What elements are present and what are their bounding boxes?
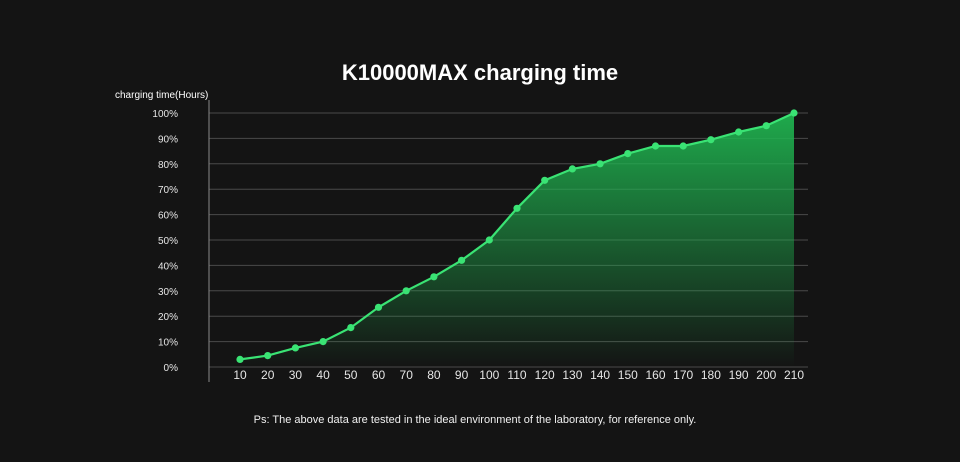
x-tick-label: 150: [618, 368, 638, 382]
x-tick-label: 110: [507, 368, 526, 382]
y-ticks: 0% 10% 20% 30% 40% 50% 60% 70% 80% 90% 100%: [152, 109, 178, 374]
x-tick-label: 130: [562, 368, 582, 382]
x-tick-label: 70: [400, 368, 414, 382]
data-point: [513, 204, 521, 212]
y-tick-label: 70%: [158, 185, 178, 196]
x-tick-label: 60: [372, 368, 386, 382]
y-tick-label: 90%: [158, 134, 178, 145]
y-tick-label: 80%: [158, 160, 178, 171]
data-point: [735, 128, 743, 136]
data-point: [319, 338, 327, 346]
y-tick-label: 100%: [152, 109, 178, 120]
data-point: [790, 109, 798, 117]
x-tick-label: 10: [233, 368, 247, 382]
y-tick-label: 50%: [158, 236, 178, 247]
data-point: [679, 142, 687, 150]
data-point: [347, 324, 355, 332]
x-tick-label: 160: [645, 368, 665, 382]
y-tick-label: 20%: [158, 312, 178, 323]
y-tick-label: 60%: [158, 211, 178, 222]
x-tick-label: 90: [455, 368, 469, 382]
x-tick-label: 20: [261, 368, 275, 382]
y-tick-label: 10%: [158, 338, 178, 349]
x-tick-label: 100: [479, 368, 499, 382]
footnote: Ps: The above data are tested in the ide…: [254, 414, 697, 426]
x-tick-label: 40: [316, 368, 330, 382]
x-tick-label: 180: [701, 368, 721, 382]
x-tick-label: 170: [673, 368, 693, 382]
x-tick-label: 30: [289, 368, 303, 382]
data-point: [762, 122, 770, 130]
chart-title: K10000MAX charging time: [342, 60, 618, 85]
x-tick-label: 50: [344, 368, 358, 382]
x-tick-label: 190: [729, 368, 749, 382]
x-ticks: 10 20 30 40 50 60 70 80 90 100 110 120 130 140 150 160 1…: [233, 368, 804, 382]
y-tick-label: 30%: [158, 287, 178, 298]
data-point: [402, 287, 410, 295]
x-tick-label: 140: [590, 368, 610, 382]
data-point: [707, 136, 715, 144]
data-point: [596, 160, 604, 168]
data-point: [485, 236, 493, 244]
data-point: [291, 344, 299, 352]
x-tick-label: 120: [535, 368, 555, 382]
data-point: [430, 273, 438, 281]
data-points: [236, 109, 798, 363]
data-point: [458, 256, 466, 264]
y-axis-label: charging time(Hours): [115, 90, 208, 101]
x-tick-label: 80: [427, 368, 441, 382]
data-point: [541, 176, 549, 184]
x-tick-label: 210: [784, 368, 804, 382]
data-point: [264, 352, 272, 360]
data-point: [568, 165, 577, 173]
y-tick-label: 40%: [158, 261, 178, 272]
y-tick-label: 0%: [164, 363, 179, 374]
data-point: [236, 355, 244, 363]
area-fill: [240, 113, 794, 367]
data-point: [624, 150, 632, 158]
x-tick-label: 200: [756, 368, 776, 382]
data-point: [651, 142, 660, 150]
data-point: [374, 303, 383, 311]
